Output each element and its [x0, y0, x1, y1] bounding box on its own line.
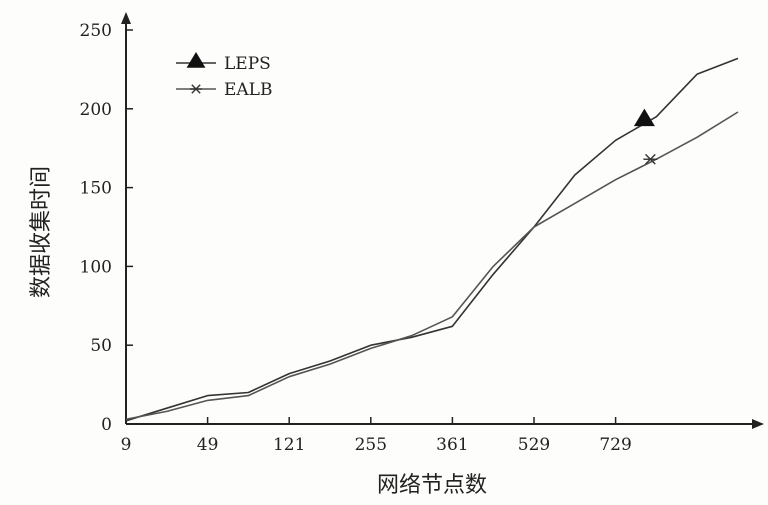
legend-marker-ealb	[190, 84, 202, 94]
x-tick-label: 729	[599, 435, 631, 455]
series-layer	[125, 57, 739, 422]
y-axis-title: 数据收集时间	[29, 166, 54, 298]
series-line-ealb	[125, 111, 739, 421]
leps-marker	[633, 108, 655, 127]
x-tick-label: 121	[273, 435, 305, 455]
series-line-leps	[125, 57, 739, 422]
legend-label-ealb: EALB	[224, 80, 272, 100]
legend-label-leps: LEPS	[224, 54, 271, 74]
y-tick-label: 100	[80, 257, 112, 277]
star-stroke	[191, 84, 201, 94]
y-tick-label: 0	[101, 415, 112, 435]
y-tick-label: 50	[90, 336, 112, 356]
y-axis-arrow	[121, 12, 131, 24]
x-tick-label: 49	[197, 435, 219, 455]
y-tick-label: 250	[80, 21, 112, 41]
y-tick-label: 150	[80, 179, 112, 199]
x-axis-arrow	[752, 419, 764, 429]
x-tick-label: 361	[436, 435, 468, 455]
axis-ticks: 0 50 100 150 200 250 9 49 121 255 361 529 729	[80, 21, 632, 455]
x-tick-label: 9	[121, 435, 132, 455]
legend: LEPS EALB	[176, 52, 272, 100]
legend-marker-leps	[186, 52, 206, 68]
x-tick-label: 529	[518, 435, 550, 455]
axes	[121, 12, 764, 429]
ealb-marker	[643, 153, 658, 165]
x-axis-title: 网络节点数	[377, 473, 487, 498]
x-tick-label: 255	[355, 435, 387, 455]
y-tick-label: 200	[80, 100, 112, 120]
star-stroke	[645, 153, 656, 165]
